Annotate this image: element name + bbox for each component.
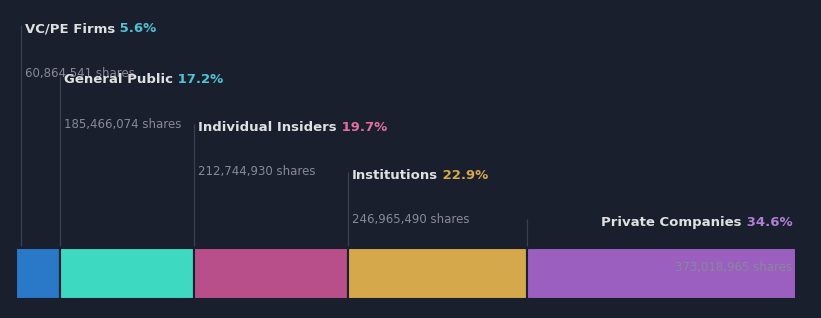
Bar [16,248,60,299]
Text: Institutions: Institutions [352,169,438,182]
Text: 60,864,541 shares: 60,864,541 shares [25,67,135,80]
Text: 212,744,930 shares: 212,744,930 shares [199,165,316,178]
Bar [60,248,195,299]
Text: 34.6%: 34.6% [741,216,792,229]
Bar [195,248,348,299]
Text: Individual Insiders: Individual Insiders [199,121,337,134]
Text: 373,018,965 shares: 373,018,965 shares [675,261,792,274]
Bar [348,248,526,299]
Text: 246,965,490 shares: 246,965,490 shares [352,213,470,226]
Text: General Public: General Public [64,73,173,86]
Bar [526,248,796,299]
Text: 5.6%: 5.6% [115,22,156,35]
Text: VC/PE Firms: VC/PE Firms [25,22,115,35]
Text: 17.2%: 17.2% [173,73,223,86]
Text: 185,466,074 shares: 185,466,074 shares [64,118,181,131]
Text: 19.7%: 19.7% [337,121,388,134]
Text: 22.9%: 22.9% [438,169,488,182]
Text: Private Companies: Private Companies [601,216,741,229]
